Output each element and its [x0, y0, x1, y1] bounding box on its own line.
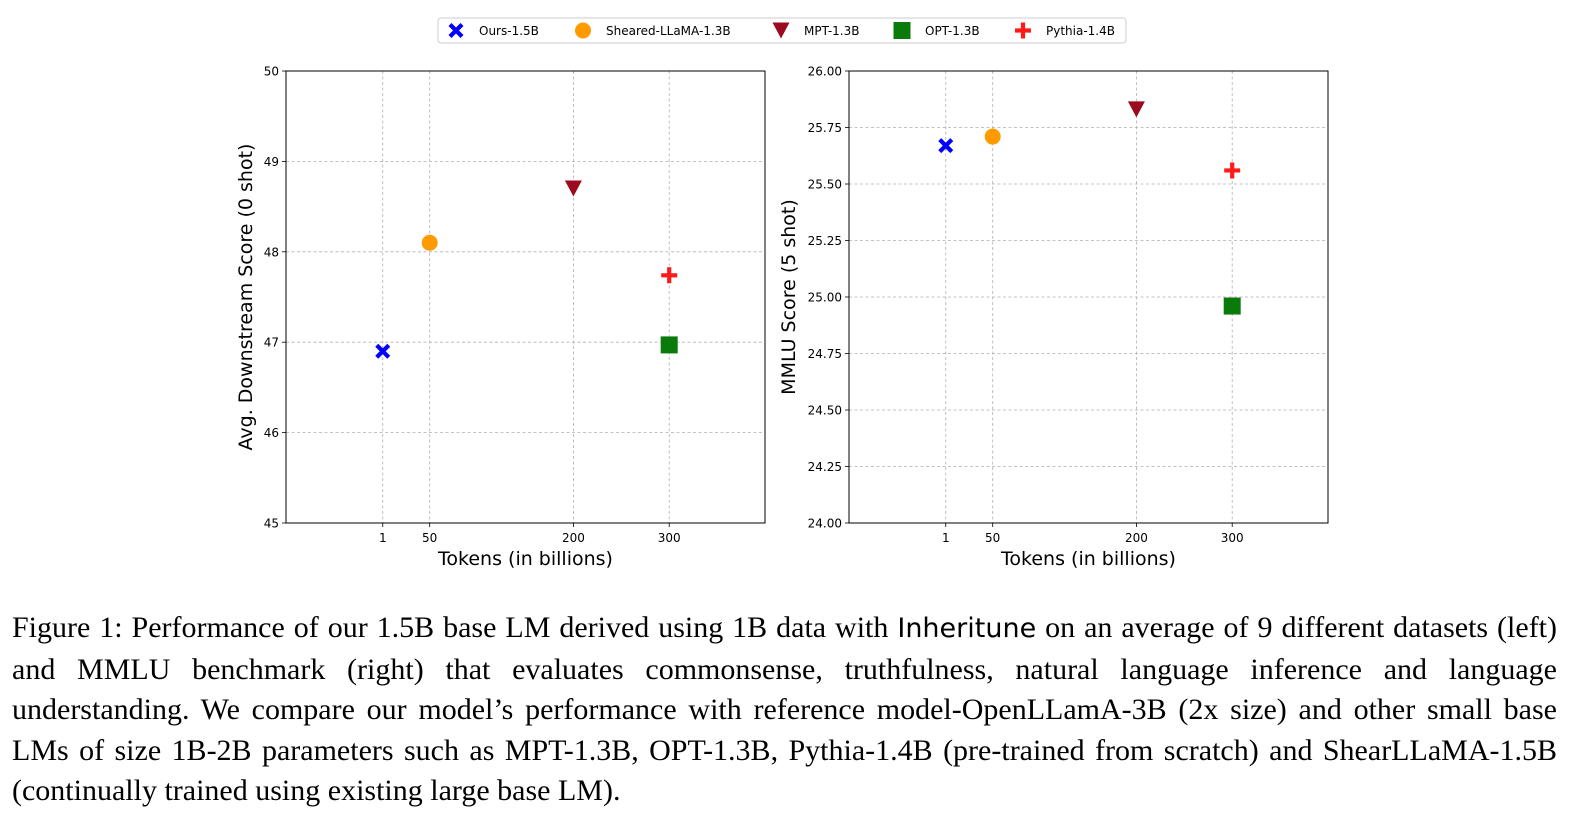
x-tick-label: 300 — [1221, 531, 1244, 545]
x-tick-label: 50 — [422, 531, 437, 545]
y-tick-label: 25.00 — [808, 291, 842, 305]
right-point-ours-1-5b — [938, 138, 954, 154]
y-tick-label: 45 — [264, 517, 279, 531]
figure-caption: Figure 1: Performance of our 1.5B base L… — [12, 608, 1557, 812]
legend: Ours-1.5B Sheared-LLaMA-1.3B MPT-1.3B OPT-1… — [437, 17, 1127, 44]
figure: Ours-1.5B Sheared-LLaMA-1.3B MPT-1.3B OPT-1… — [235, 17, 1329, 570]
y-tick-label: 25.50 — [808, 178, 842, 192]
left-point-opt-1-3b — [660, 336, 678, 354]
caption-method-name: Inheritune — [897, 613, 1037, 644]
y-tick-label: 46 — [264, 426, 279, 440]
left-point-sheared-llama-1-3b — [421, 234, 438, 251]
legend-marker-sheared-llama-1-3b — [575, 22, 591, 39]
y-tick-label: 50 — [264, 65, 279, 79]
plot-frame — [848, 70, 1329, 524]
y-tick-label: 25.25 — [808, 234, 842, 248]
y-tick-label: 48 — [264, 245, 279, 259]
x-tick-label: 200 — [562, 531, 585, 545]
x-tick-label: 50 — [985, 531, 1000, 545]
x-axis-label: Tokens (in billions) — [1000, 548, 1176, 570]
y-tick-label: 26.00 — [808, 65, 842, 79]
caption-prefix: Figure 1: Performance of our 1.5B base L… — [12, 611, 898, 644]
right-point-sheared-llama-1-3b — [984, 128, 1001, 145]
y-tick-label: 47 — [264, 336, 279, 350]
y-tick-label: 24.25 — [808, 460, 842, 474]
y-tick-label: 49 — [264, 155, 279, 169]
legend-marker-ours-1-5b — [448, 23, 464, 38]
x-tick-label: 200 — [1125, 531, 1148, 545]
legend-label-mpt-1-3b: MPT-1.3B — [804, 24, 859, 38]
y-tick-label: 25.75 — [808, 121, 842, 135]
legend-marker-pythia-1-4b — [1015, 22, 1031, 39]
legend-label-pythia-1-4b: Pythia-1.4B — [1046, 24, 1115, 38]
right-scatter-chart: 1 50 200 300 24.00 24.25 24.50 24.75 25.00 25.25 2… — [778, 65, 1329, 570]
y-tick-label: 24.00 — [808, 517, 842, 531]
x-tick-label: 300 — [658, 531, 681, 545]
x-tick-label: 1 — [379, 531, 387, 545]
right-point-opt-1-3b — [1223, 297, 1241, 315]
x-tick-label: 1 — [942, 531, 950, 545]
left-point-mpt-1-3b — [564, 180, 582, 197]
right-point-pythia-1-4b — [1224, 162, 1241, 179]
y-tick-label: 24.50 — [808, 404, 842, 418]
caption-suffix: on an average of 9 different datasets (l… — [12, 611, 1558, 807]
left-point-pythia-1-4b — [661, 267, 678, 284]
legend-label-opt-1-3b: OPT-1.3B — [925, 24, 980, 38]
y-tick-label: 24.75 — [808, 347, 842, 361]
legend-label-ours-1-5b: Ours-1.5B — [479, 24, 539, 38]
right-point-mpt-1-3b — [1127, 101, 1145, 118]
y-axis-label: Avg. Downstream Score (0 shot) — [235, 144, 257, 451]
legend-label-sheared-llama-1-3b: Sheared-LLaMA-1.3B — [606, 24, 731, 38]
y-axis-label: MMLU Score (5 shot) — [778, 199, 800, 395]
x-axis-label: Tokens (in billions) — [437, 548, 613, 570]
plot-frame — [285, 70, 766, 524]
left-point-ours-1-5b — [375, 343, 391, 359]
legend-marker-opt-1-3b — [893, 22, 911, 39]
legend-marker-mpt-1-3b — [772, 22, 790, 39]
